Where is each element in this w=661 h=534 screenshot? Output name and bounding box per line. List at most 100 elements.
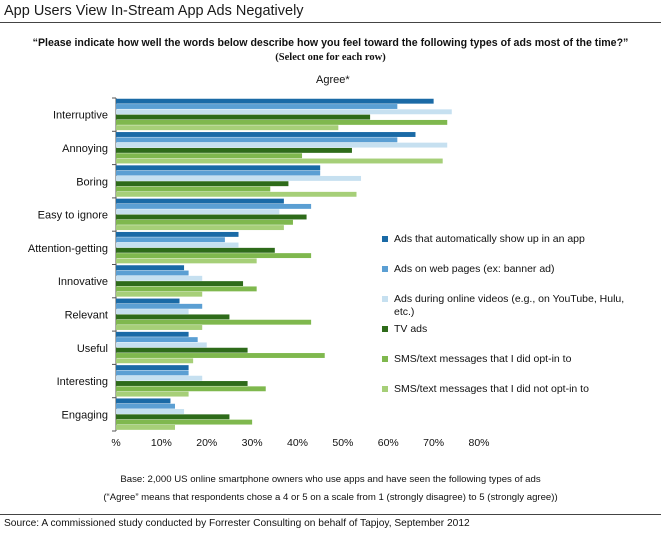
legend-label: SMS/text messages that I did not opt-in …: [394, 383, 589, 395]
survey-instruction: (Select one for each row): [275, 52, 386, 63]
category-label: Interesting: [57, 376, 108, 388]
bar: [116, 225, 284, 231]
category-label: Attention-getting: [28, 243, 108, 255]
legend-swatch: [382, 236, 388, 242]
bar: [116, 370, 189, 376]
agree-definition-note: (“Agree” means that respondents chose a …: [103, 492, 558, 503]
bar: [116, 219, 293, 225]
x-tick-label: 20%: [196, 437, 217, 449]
x-tick-label: 50%: [332, 437, 353, 449]
x-tick-label: 40%: [287, 437, 308, 449]
bar: [116, 181, 289, 187]
chart-title: Agree*: [316, 74, 350, 86]
category-label: Boring: [76, 176, 108, 188]
bar: [116, 142, 448, 148]
bar: [116, 419, 253, 425]
bar: [116, 403, 175, 409]
bar: [116, 375, 203, 381]
bar: [116, 286, 257, 292]
legend-swatch: [382, 356, 388, 362]
bar: [116, 281, 244, 287]
bar: [116, 398, 171, 404]
bar: [116, 265, 185, 271]
category-label: Innovative: [58, 276, 108, 288]
bar: [116, 191, 357, 197]
bar: [116, 409, 185, 414]
bar: [116, 319, 312, 325]
bar: [116, 114, 371, 120]
bar: [116, 170, 321, 176]
source-note: Source: A commissioned study conducted b…: [4, 518, 470, 529]
bar-chart: Interruptive Annoying Boring Easy to ignore…: [28, 97, 490, 449]
legend-label: Ads during online videos (e.g., on YouTu…: [394, 293, 625, 318]
x-tick-label: %: [111, 437, 120, 449]
bar: [116, 342, 207, 348]
bar: [116, 347, 248, 353]
bar: [116, 147, 352, 153]
bar: [116, 253, 312, 259]
bar: [116, 331, 189, 337]
bar: [116, 275, 203, 281]
bar: [116, 314, 230, 320]
bar: [116, 165, 321, 171]
bar: [116, 186, 271, 192]
bar: [116, 175, 362, 181]
bar: [116, 242, 239, 248]
bar: [116, 209, 280, 215]
survey-question: “Please indicate how well the words belo…: [32, 37, 629, 49]
footer-divider: [0, 514, 661, 515]
legend-label: SMS/text messages that I did opt-in to: [394, 353, 572, 365]
bar: [116, 247, 275, 253]
legend-label: TV ads: [394, 323, 428, 335]
category-label: Useful: [77, 343, 108, 355]
x-tick-label: 60%: [378, 437, 399, 449]
bar: [116, 158, 443, 164]
x-tick-label: 70%: [423, 437, 444, 449]
bar: [116, 414, 230, 420]
bar: [116, 337, 198, 343]
bar: [116, 353, 325, 358]
legend-swatch: [382, 326, 388, 332]
legend-swatch: [382, 296, 388, 302]
bar: [116, 386, 266, 392]
bar: [116, 119, 448, 125]
bar: [116, 391, 189, 397]
category-label: Engaging: [62, 409, 109, 421]
x-tick-label: 10%: [151, 437, 172, 449]
bar: [116, 424, 175, 430]
bar: [116, 137, 398, 143]
page-title: App Users View In-Stream App Ads Negativ…: [4, 3, 304, 19]
bar: [116, 237, 225, 243]
base-note: Base: 2,000 US online smartphone owners …: [120, 474, 541, 485]
bar: [116, 365, 189, 371]
legend-label: Ads on web pages (ex: banner ad): [394, 263, 555, 275]
legend-swatch: [382, 386, 388, 392]
bar: [116, 270, 189, 276]
bar: [116, 381, 248, 386]
bar: [116, 258, 257, 264]
legend-swatch: [382, 266, 388, 272]
bar: [116, 153, 303, 159]
bar: [116, 298, 180, 304]
bar: [116, 309, 189, 315]
bar: [116, 291, 203, 297]
category-label: Interruptive: [53, 110, 108, 122]
category-label: Relevant: [65, 309, 108, 321]
bar: [116, 303, 203, 309]
bar: [116, 214, 307, 220]
category-label: Annoying: [62, 143, 108, 155]
bar: [116, 125, 339, 131]
bar: [116, 203, 312, 209]
bar: [116, 104, 398, 109]
bar: [116, 325, 203, 330]
bar: [116, 358, 194, 364]
x-tick-label: 30%: [242, 437, 263, 449]
bar: [116, 231, 239, 237]
x-tick-label: 80%: [468, 437, 489, 449]
bar: [116, 98, 434, 104]
category-label: Easy to ignore: [38, 210, 108, 222]
bar: [116, 109, 452, 115]
title-divider: [0, 22, 661, 23]
bar: [116, 198, 284, 204]
bar: [116, 132, 416, 137]
